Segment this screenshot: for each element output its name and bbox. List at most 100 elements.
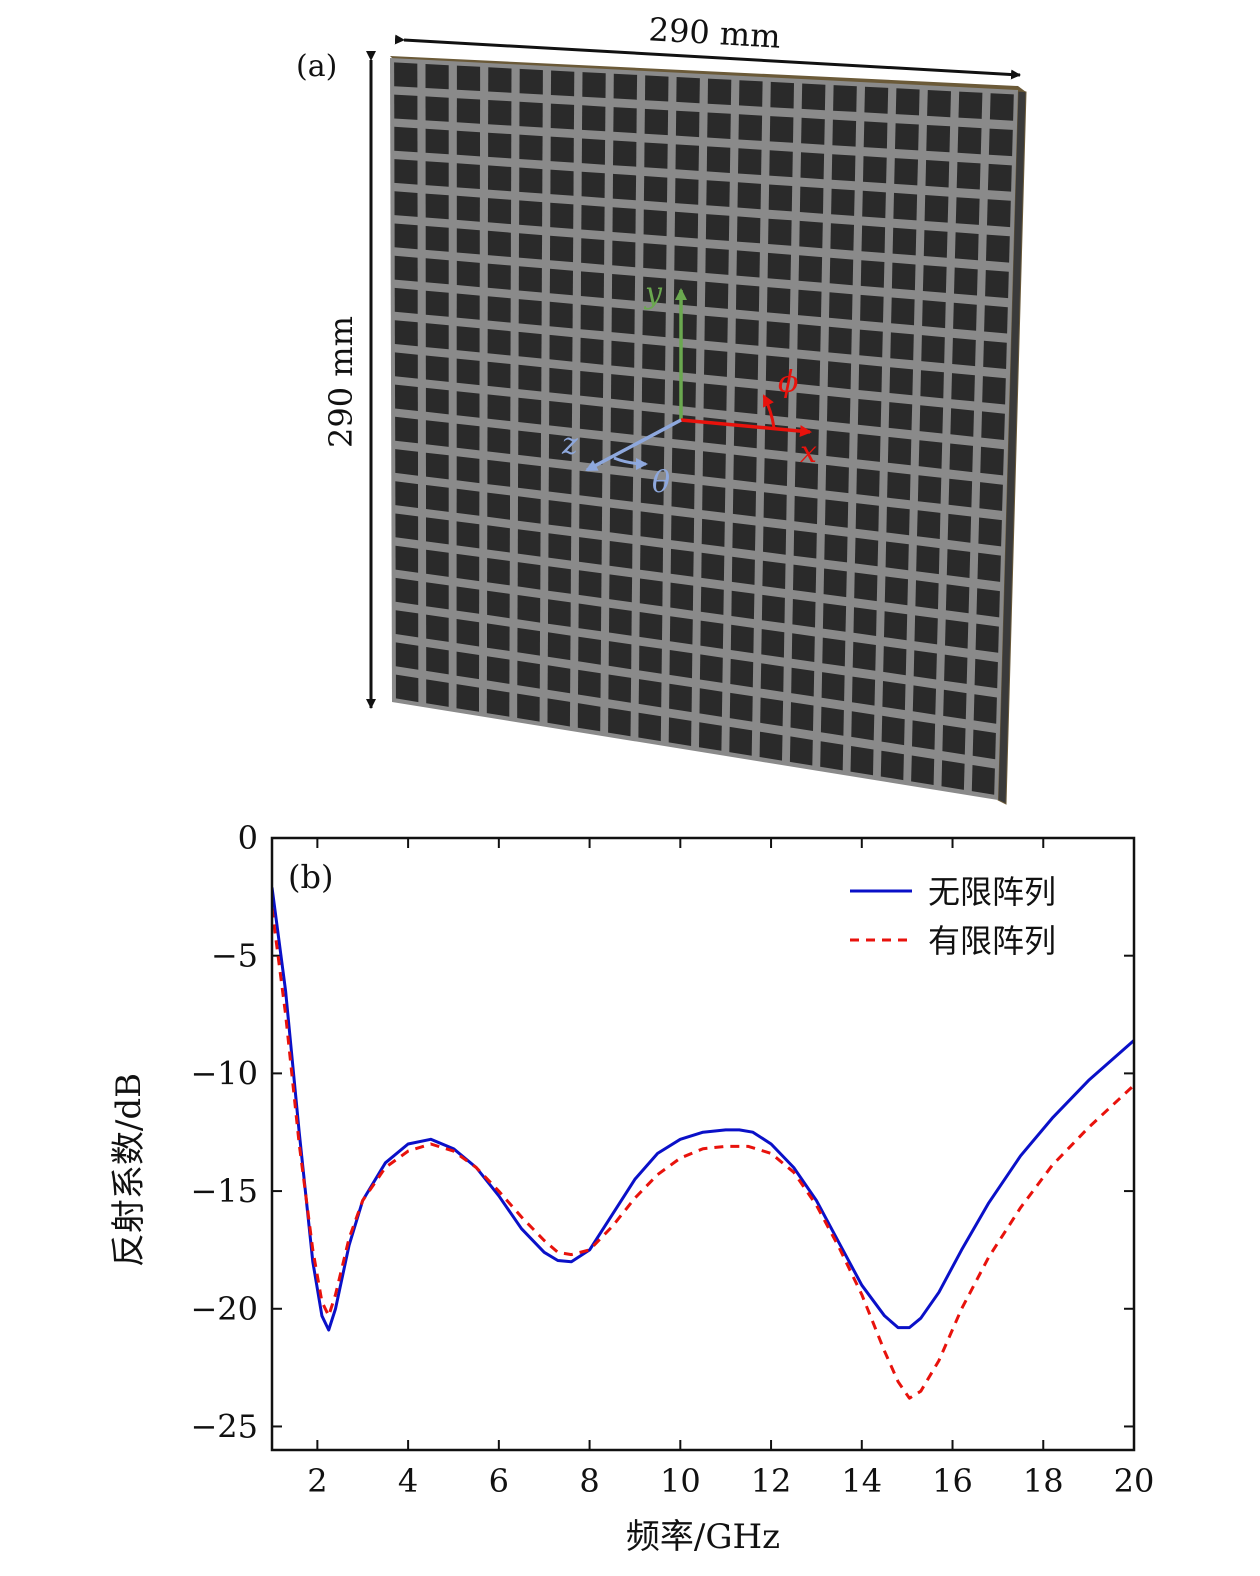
unit-cell bbox=[945, 619, 969, 649]
unit-cell bbox=[670, 548, 694, 577]
unit-cell bbox=[456, 260, 480, 288]
y-axis-title: 反射系数/dB bbox=[109, 1073, 149, 1267]
unit-cell bbox=[790, 702, 814, 731]
unit-cell bbox=[612, 173, 637, 201]
unit-cell bbox=[425, 452, 449, 480]
unit-cell bbox=[797, 324, 821, 352]
unit-cell bbox=[582, 105, 606, 132]
unit-cell bbox=[736, 284, 760, 312]
unit-cell bbox=[888, 402, 913, 431]
unit-cell bbox=[829, 292, 853, 320]
unit-cell bbox=[609, 607, 632, 636]
unit-cell bbox=[579, 437, 603, 465]
unit-cell bbox=[827, 361, 852, 390]
unit-cell bbox=[917, 510, 941, 539]
unit-cell bbox=[518, 299, 542, 326]
unit-cell bbox=[825, 499, 849, 528]
unit-cell bbox=[915, 580, 939, 610]
x-tick-label: 6 bbox=[489, 1462, 509, 1500]
unit-cell bbox=[610, 474, 634, 502]
unit-cell bbox=[425, 96, 449, 122]
unit-cell bbox=[611, 307, 635, 335]
unit-cell bbox=[394, 94, 418, 120]
y-axis-label: y bbox=[643, 276, 663, 311]
unit-cell bbox=[579, 404, 603, 432]
unit-cell bbox=[798, 255, 823, 283]
unit-cell bbox=[702, 451, 726, 479]
unit-cell bbox=[394, 62, 418, 88]
unit-cell bbox=[958, 91, 983, 119]
unit-cell bbox=[922, 265, 947, 293]
x-tick-label: 4 bbox=[398, 1462, 418, 1500]
y-tick-label: −10 bbox=[190, 1054, 258, 1092]
axis-ticks: 2 4 6 8 10 12 14 16 18 20 0 −5 −10 −15 −20 −25 bbox=[190, 819, 1154, 1500]
unit-cell bbox=[488, 67, 512, 93]
unit-cell bbox=[426, 549, 449, 577]
unit-cell bbox=[395, 384, 418, 411]
unit-cell bbox=[851, 711, 875, 741]
unit-cell bbox=[858, 364, 882, 393]
unit-cell bbox=[639, 578, 663, 607]
unit-cell bbox=[517, 595, 541, 623]
unit-cell bbox=[801, 117, 825, 145]
unit-cell bbox=[980, 446, 1004, 476]
unit-cell bbox=[887, 437, 912, 466]
unit-cell bbox=[671, 481, 695, 510]
unit-cell bbox=[800, 152, 825, 180]
unit-cell bbox=[914, 615, 938, 645]
unit-cell bbox=[737, 216, 761, 244]
unit-cell bbox=[829, 257, 854, 286]
unit-cell bbox=[863, 156, 887, 184]
unit-cell bbox=[892, 227, 917, 256]
unit-cell bbox=[971, 765, 995, 795]
unit-cell bbox=[487, 623, 510, 651]
unit-cell bbox=[643, 243, 667, 270]
unit-cell bbox=[982, 376, 1006, 405]
unit-cell bbox=[426, 647, 449, 675]
unit-cell bbox=[891, 262, 916, 291]
unit-cell bbox=[456, 293, 480, 320]
x-tick-label: 16 bbox=[932, 1462, 973, 1500]
unit-cell bbox=[547, 698, 571, 727]
unit-cell bbox=[609, 507, 633, 536]
unit-cell bbox=[831, 188, 855, 216]
unit-cell bbox=[801, 83, 826, 111]
unit-cell bbox=[669, 683, 692, 713]
unit-cell bbox=[426, 582, 449, 610]
unit-cell bbox=[895, 123, 919, 151]
unit-cell bbox=[579, 470, 603, 498]
unit-cell bbox=[456, 651, 480, 680]
unit-cell bbox=[425, 64, 449, 90]
panel-a: (a) 290 mm 290 mm y x z ϕ θ bbox=[296, 10, 1027, 805]
unit-cell bbox=[487, 394, 511, 422]
unit-cell bbox=[761, 594, 785, 624]
unit-cell bbox=[977, 552, 1001, 582]
unit-cell bbox=[944, 654, 968, 684]
unit-cell bbox=[517, 627, 540, 656]
unit-cell bbox=[793, 564, 817, 593]
unit-cell bbox=[919, 405, 944, 434]
phi-rotation-arrow bbox=[762, 394, 776, 429]
unit-cell bbox=[706, 180, 730, 207]
unit-cell bbox=[769, 150, 793, 178]
unit-cell bbox=[955, 197, 980, 225]
unit-cell bbox=[792, 599, 816, 628]
unit-cell bbox=[893, 192, 918, 221]
unit-cell bbox=[952, 337, 976, 367]
unit-cell bbox=[456, 521, 480, 549]
unit-cell bbox=[732, 522, 756, 551]
unit-cell bbox=[394, 352, 418, 379]
z-axis-arrow bbox=[585, 418, 682, 472]
unit-cell bbox=[580, 304, 604, 332]
unit-cell bbox=[642, 310, 666, 338]
unit-cell bbox=[764, 458, 788, 486]
unit-cell bbox=[731, 556, 755, 585]
series-line-finite bbox=[272, 908, 1134, 1400]
unit-cell bbox=[973, 694, 997, 724]
unit-cell bbox=[668, 717, 692, 746]
unit-cell bbox=[577, 703, 601, 732]
unit-cell bbox=[581, 171, 605, 198]
unit-cell bbox=[608, 641, 632, 670]
panel-b-label: (b) bbox=[288, 858, 333, 896]
unit-cell bbox=[425, 258, 449, 285]
